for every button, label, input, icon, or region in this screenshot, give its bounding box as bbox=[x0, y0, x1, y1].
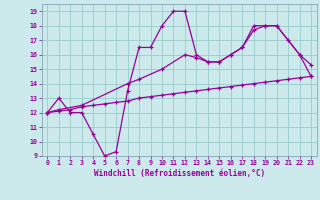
X-axis label: Windchill (Refroidissement éolien,°C): Windchill (Refroidissement éolien,°C) bbox=[94, 169, 265, 178]
